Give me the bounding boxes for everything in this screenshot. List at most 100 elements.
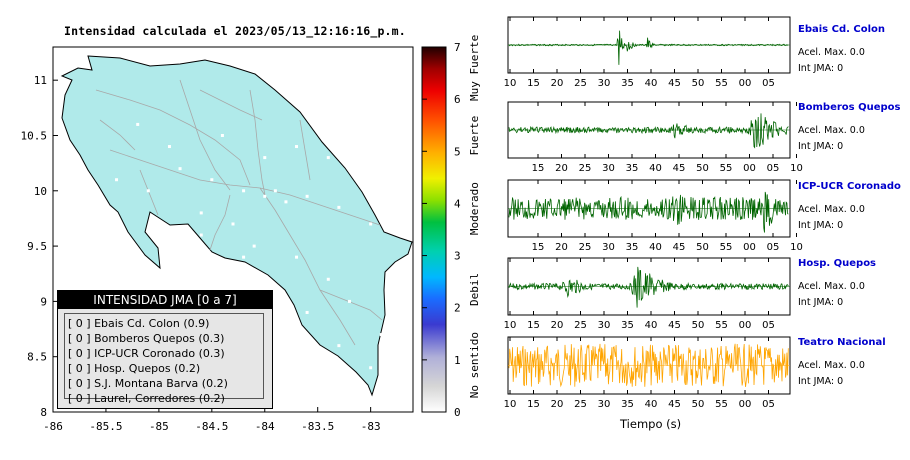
station-name: Ebais Cd. Colon [798,24,886,35]
time-tick-label: 55 [715,399,728,410]
station-accel: Acel. Max. 0.0 Int JMA: 0 [798,281,865,308]
time-axis-label: Tiempo (s) [620,417,682,431]
time-tick-label: 55 [720,242,733,253]
time-tick-label: 30 [598,78,611,89]
time-tick-label: 00 [739,320,752,331]
station-name: Teatro Nacional [798,337,886,348]
colorbar-category-label: Fuerte [468,116,481,156]
station-dots [115,122,383,370]
road-line [259,187,356,346]
station-dot [146,189,150,193]
station-dot [305,310,309,314]
x-tick-label: -85.5 [89,420,122,433]
y-tick-label: 8.5 [27,351,47,364]
seismogram-panel: 15 20 25 30 35 40 45 50 55 00 05 10 [507,101,803,174]
x-tick-label: -86 [43,420,63,433]
station-name: Bomberos Quepos [798,102,901,113]
y-tick-label: 10.5 [21,129,48,142]
time-tick-label: 30 [602,163,615,174]
station-dot [199,211,203,215]
time-tick-label: 00 [739,78,752,89]
legend-row: [ 0 ] Bomberos Quepos (0.3) [68,332,225,345]
x-tick-label: -84 [255,420,275,433]
map-y-axis: 11 10.5 10 9.5 9 8.5 8 [21,74,58,419]
road-line [319,289,383,321]
time-tick-label: 55 [715,320,728,331]
station-dot [178,167,182,171]
time-tick-label: 05 [767,163,780,174]
road-line [259,187,381,226]
station-dot [295,145,299,149]
station-dot [305,194,309,198]
station-dot [295,255,299,259]
road-line [209,194,231,251]
road-line [95,89,251,186]
colorbar-category-label: Debil [468,273,481,306]
time-tick-label: 10 [504,399,517,410]
y-tick-label: 8 [40,406,47,419]
time-tick-label: 35 [626,242,639,253]
station-name: ICP-UCR Coronado [798,181,901,192]
time-tick-label: 40 [645,399,658,410]
station-dot [136,122,140,126]
colorbar-category-label: Muy Fuerte [468,35,481,101]
time-tick-label: 40 [649,242,662,253]
road-line [139,169,159,216]
seismogram-trace [508,191,789,233]
road-network [95,79,383,346]
y-tick-label: 9.5 [27,240,47,253]
time-tick-label: 35 [621,399,634,410]
x-tick-label: -83.5 [301,420,334,433]
colorbar-category-label: No sentido [468,332,481,398]
colorbar-tick-label: 7 [454,41,461,54]
time-tick-label: 30 [598,399,611,410]
time-tick-label: 45 [668,320,681,331]
time-tick-label: 40 [645,320,658,331]
time-tick-label: 15 [527,320,540,331]
time-tick-label: 25 [574,399,587,410]
legend-row: [ 0 ] Laurel, Corredores (0.2) [68,392,225,405]
station-dot [210,178,214,182]
legend-row: [ 0 ] S.J. Montana Barva (0.2) [68,377,228,390]
map-title: Intensidad calculada el 2023/05/13_12:16… [64,24,406,38]
time-tick-label: 35 [626,163,639,174]
road-line [179,79,231,191]
legend-list: [ 0 ] Ebais Cd. Colon (0.9) [ 0 ] Bomber… [64,313,264,405]
time-tick-label: 55 [715,78,728,89]
station-dot [199,233,203,237]
time-tick-label: 20 [551,78,564,89]
time-tick-label: 05 [767,242,780,253]
station-name: Hosp. Quepos [798,258,877,269]
legend-row: [ 0 ] ICP-UCR Coronado (0.3) [68,347,225,360]
seismogram-panel: 10 15 20 25 30 35 40 45 50 55 00 05 [504,257,791,331]
colorbar-axis: 0 1 2 3 4 5 6 7 [422,41,461,419]
legend-row: [ 0 ] Ebais Cd. Colon (0.9) [68,317,210,330]
road-line [249,89,266,196]
time-tick-label: 25 [579,242,592,253]
legend-title: INTENSIDAD JMA [0 a 7] [58,291,272,309]
time-tick-label: 00 [743,242,756,253]
seismogram-panel: 10 15 20 25 30 35 40 45 50 55 00 05 [504,16,791,89]
time-tick-label: 30 [598,320,611,331]
station-dot [284,200,288,204]
y-tick-label: 11 [34,74,47,87]
intensity-colorbar [421,46,447,413]
station-accel: Acel. Max. 0.0 Int JMA: 0 [798,47,865,74]
station-dot [347,299,351,303]
time-tick-label: 05 [762,320,775,331]
station-dot [369,222,373,226]
station-dot [263,156,267,160]
station-dot [369,366,373,370]
x-tick-label: -84.5 [195,420,228,433]
time-tick-label: 50 [696,163,709,174]
station-dot [242,255,246,259]
road-line [199,89,263,121]
time-tick-label: 35 [621,320,634,331]
intensity-legend: INTENSIDAD JMA [0 a 7] [ 0 ] Ebais Cd. C… [57,290,273,409]
seismogram-trace [508,343,789,388]
time-tick-label: 25 [579,163,592,174]
station-dot [337,344,341,348]
colorbar-tick-label: 4 [454,197,461,210]
station-dot [337,205,341,209]
